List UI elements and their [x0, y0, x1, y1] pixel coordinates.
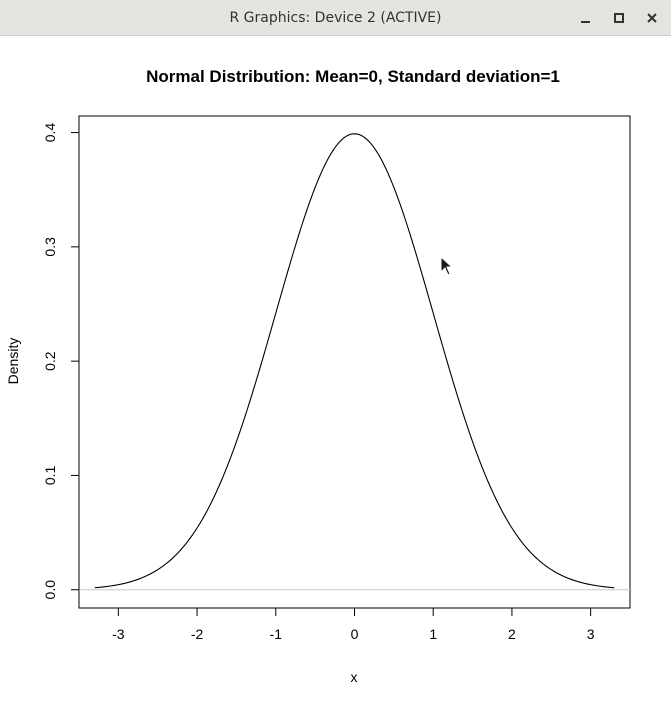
density-curve-layer [94, 133, 615, 589]
chart-svg: Normal Distribution: Mean=0, Standard de… [5, 67, 631, 685]
x-tick-label: 0 [351, 626, 359, 642]
density-curve [94, 133, 615, 589]
x-tick-label: 2 [508, 626, 516, 642]
chart-title: Normal Distribution: Mean=0, Standard de… [146, 67, 560, 86]
title-bar[interactable]: R Graphics: Device 2 (ACTIVE) [0, 0, 671, 36]
y-tick-label: 0.0 [42, 580, 58, 600]
x-tick-label: 1 [429, 626, 437, 642]
close-icon[interactable] [642, 8, 662, 28]
x-tick-label: 3 [587, 626, 595, 642]
x-axis: -3 -2 -1 0 1 2 3 [112, 607, 595, 642]
x-tick-label: -2 [191, 626, 204, 642]
window-title: R Graphics: Device 2 (ACTIVE) [229, 10, 442, 26]
minimize-icon[interactable] [576, 8, 596, 28]
x-tick-label: -1 [270, 626, 283, 642]
y-tick-label: 0.2 [42, 351, 58, 371]
y-axis-label: Density [5, 338, 21, 385]
y-axis: 0.0 0.1 0.2 0.3 0.4 [42, 123, 80, 600]
x-axis-label: x [351, 669, 358, 685]
y-tick-label: 0.1 [42, 465, 58, 485]
mouse-cursor-icon [440, 255, 454, 276]
plot-area: Normal Distribution: Mean=0, Standard de… [0, 36, 671, 707]
x-tick-label: -3 [112, 626, 125, 642]
y-tick-label: 0.4 [42, 123, 58, 143]
plot-box [78, 115, 631, 609]
maximize-icon[interactable] [609, 8, 629, 28]
y-tick-label: 0.3 [42, 237, 58, 257]
